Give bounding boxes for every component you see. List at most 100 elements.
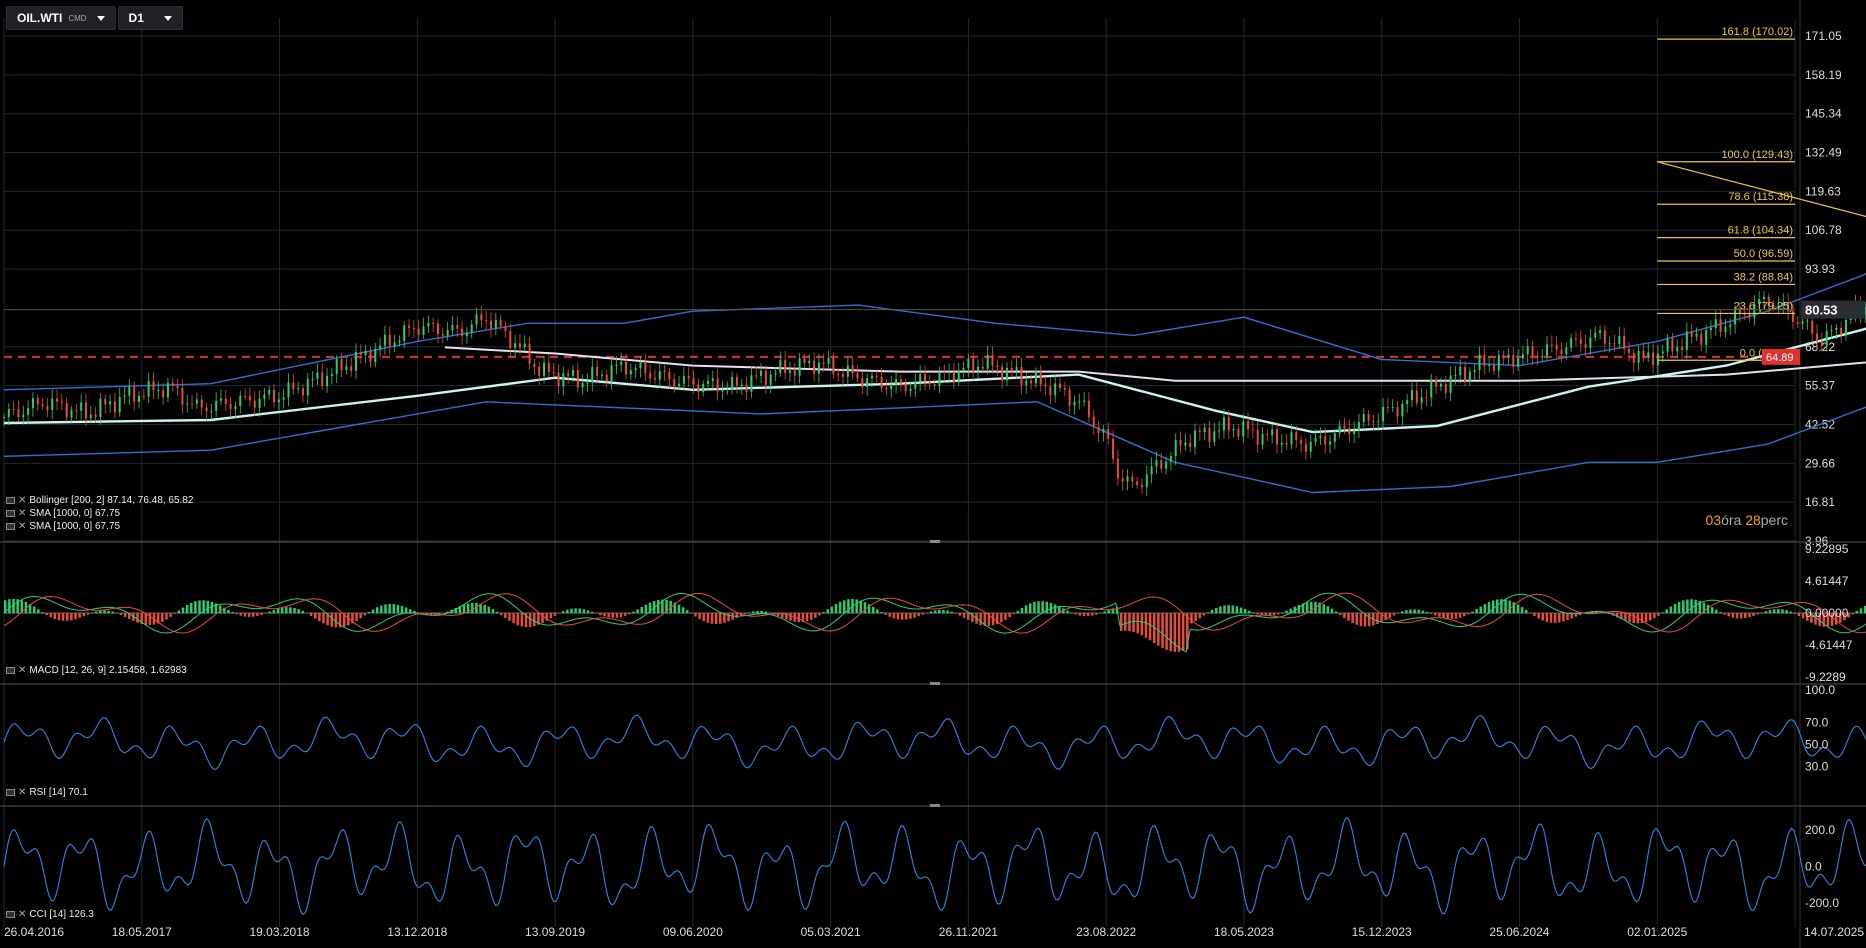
macd-bar [557, 613, 561, 614]
candle-body [1411, 390, 1414, 401]
macd-bar [247, 613, 251, 617]
candle-body [480, 314, 483, 320]
macd-bar [1082, 613, 1086, 617]
macd-bar [1801, 613, 1805, 619]
macd-bar [417, 612, 420, 614]
candle-body [70, 410, 73, 418]
settings-icon[interactable] [6, 911, 15, 918]
macd-bar [1810, 613, 1813, 623]
macd-bar [1041, 601, 1044, 614]
indicator-sma-2[interactable]: ✕ SMA [1000, 0] 67.75 [6, 521, 120, 532]
macd-bar [367, 612, 371, 614]
macd-bar [714, 613, 718, 625]
settings-icon[interactable] [6, 667, 15, 674]
macd-bar [65, 613, 69, 621]
macd-bar [425, 613, 429, 616]
candle-body [851, 365, 854, 374]
close-icon[interactable]: ✕ [18, 665, 27, 676]
candle-body [1507, 354, 1510, 357]
candle-body [1203, 427, 1206, 433]
candle-body [340, 358, 343, 370]
macd-bar [797, 613, 801, 623]
macd-bar [313, 613, 317, 619]
close-icon[interactable]: ✕ [18, 495, 27, 506]
macd-bar [86, 613, 90, 615]
candle-body [721, 389, 724, 392]
close-icon[interactable]: ✕ [18, 508, 27, 519]
macd-bar [661, 599, 664, 614]
symbol-selector[interactable]: OIL.WTI CMD [6, 6, 116, 30]
candle-body [133, 386, 136, 402]
macd-bar [185, 604, 189, 614]
candle-body [1309, 441, 1312, 452]
close-icon[interactable]: ✕ [18, 787, 27, 798]
candle-body [1550, 344, 1553, 346]
macd-bar [243, 613, 247, 617]
y-tick-label: 132.49 [1805, 146, 1842, 160]
candle-body [166, 382, 169, 398]
candle-body [981, 366, 984, 369]
candle-body [1772, 306, 1775, 308]
macd-bar [1198, 613, 1201, 619]
candle-body [615, 364, 618, 366]
macd-bar [127, 613, 131, 619]
candle-body [1396, 407, 1399, 417]
candle-body [1444, 383, 1447, 393]
macd-bar [119, 613, 123, 616]
macd-bar [442, 613, 445, 614]
indicator-rsi[interactable]: ✕ RSI [14] 70.1 [6, 787, 88, 798]
candle-body [1097, 426, 1100, 433]
macd-bar [1777, 609, 1780, 614]
candle-body [1661, 351, 1664, 354]
macd-bar [1797, 613, 1801, 617]
candle-body [1811, 320, 1814, 334]
toolbar: OIL.WTI CMD D1 [6, 6, 183, 30]
indicator-sma-1[interactable]: ✕ SMA [1000, 0] 67.75 [6, 508, 120, 519]
candle-body [1483, 354, 1486, 366]
settings-icon[interactable] [6, 789, 15, 796]
macd-bar [1863, 605, 1866, 614]
y-tick-label: 158.19 [1805, 68, 1842, 82]
timeframe-selector[interactable]: D1 [117, 6, 183, 30]
settings-icon[interactable] [6, 497, 15, 504]
close-icon[interactable]: ✕ [18, 521, 27, 532]
close-icon[interactable]: ✕ [18, 909, 27, 920]
symbol-name: OIL.WTI [17, 11, 63, 25]
macd-bar [32, 606, 36, 614]
settings-icon[interactable] [6, 523, 15, 530]
candle-body [1353, 430, 1356, 435]
candle-body [162, 390, 165, 398]
candle-body [692, 378, 695, 385]
settings-icon[interactable] [6, 510, 15, 517]
candle-body [1791, 311, 1794, 322]
candle-body [427, 323, 430, 327]
macd-bar [1210, 609, 1214, 614]
candle-body [1169, 456, 1172, 462]
indicator-macd[interactable]: ✕ MACD [12, 26, 9] 2.15458, 1.62983 [6, 665, 187, 676]
macd-bar [809, 613, 813, 620]
candle-body [1213, 431, 1216, 442]
macd-bar [1524, 609, 1528, 614]
macd-bar [1186, 613, 1189, 650]
candle-body [629, 370, 632, 375]
x-tick-label: 26.04.2016 [4, 925, 64, 939]
macd-bar [161, 613, 164, 622]
macd-bar [909, 613, 912, 619]
indicator-cci[interactable]: ✕ CCI [14] 126.3 [6, 909, 94, 920]
candle-body [1401, 403, 1404, 417]
macd-bar [479, 603, 482, 614]
candle-body [1594, 332, 1597, 338]
macd-bar [566, 609, 569, 614]
candle-body [543, 362, 546, 376]
macd-bar [933, 610, 937, 614]
macd-bar [1099, 612, 1102, 614]
indicator-bollinger[interactable]: ✕ Bollinger [200, 2] 87.14, 76.48, 65.82 [6, 495, 193, 506]
macd-bar [1677, 601, 1681, 614]
macd-bar [1161, 613, 1164, 648]
macd-bar [1764, 611, 1768, 614]
macd-bar [12, 598, 15, 614]
macd-bar [1603, 612, 1607, 614]
candle-body [142, 395, 145, 397]
candle-body [157, 390, 160, 392]
